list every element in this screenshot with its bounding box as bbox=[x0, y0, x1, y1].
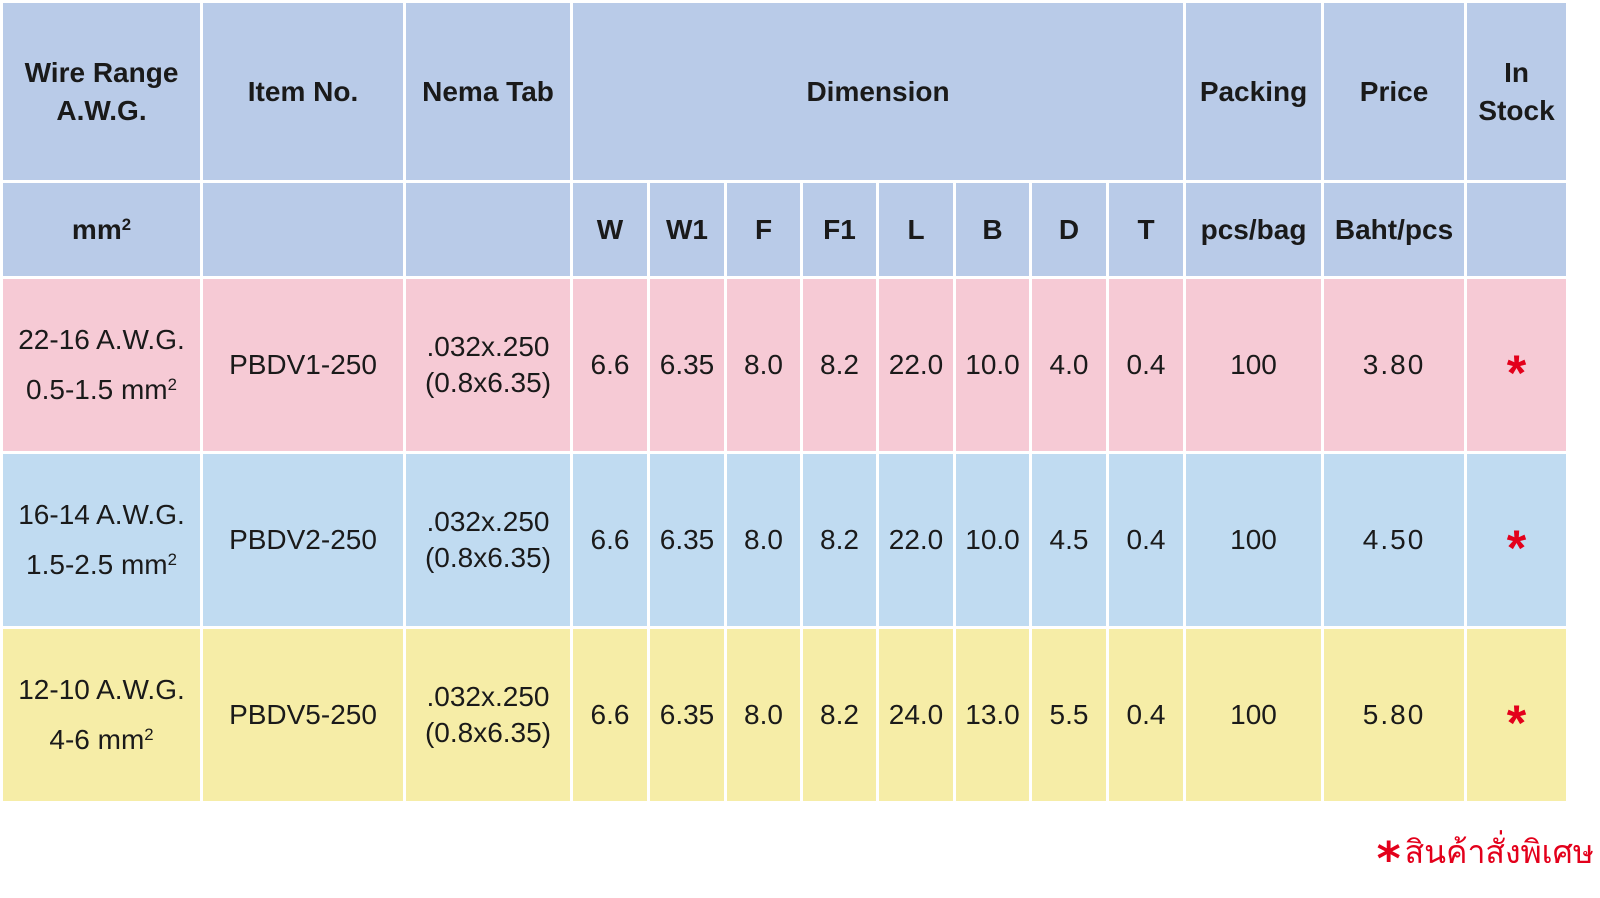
dim-l-cell: 22.0 bbox=[876, 276, 956, 454]
header-dimension: Dimension bbox=[569, 0, 1187, 183]
subheader-packing-unit: pcs/bag bbox=[1183, 180, 1325, 279]
packing-cell: 100 bbox=[1183, 276, 1325, 454]
header-row: Wire Range A.W.G. Item No. Nema Tab Dimen… bbox=[0, 0, 1570, 183]
dim-f-cell: 8.0 bbox=[724, 276, 803, 454]
dim-f-cell: 8.0 bbox=[724, 626, 803, 804]
dim-b-cell: 10.0 bbox=[953, 451, 1032, 629]
subheader-dim-f: F bbox=[724, 180, 803, 279]
dim-d-cell: 4.0 bbox=[1029, 276, 1109, 454]
dim-w-cell: 6.6 bbox=[570, 451, 650, 629]
dim-w1-cell: 6.35 bbox=[647, 276, 727, 454]
item-no-cell: PBDV5-250 bbox=[200, 626, 406, 804]
dim-w1-cell: 6.35 bbox=[647, 626, 727, 804]
dim-t-cell: 0.4 bbox=[1105, 276, 1187, 454]
dim-w-cell: 6.6 bbox=[570, 626, 650, 804]
subheader-price-unit: Baht/pcs bbox=[1321, 180, 1468, 279]
table-row: 12-10 A.W.G. 4-6 mm2 PBDV5-250 .032x.250(… bbox=[0, 626, 1570, 804]
subheader-dim-t: T bbox=[1105, 180, 1187, 279]
subheader-dim-w: W bbox=[570, 180, 650, 279]
price-cell: 3.80 bbox=[1321, 276, 1468, 454]
header-item-no: Item No. bbox=[200, 0, 406, 183]
dim-f1-cell: 8.2 bbox=[800, 276, 879, 454]
dim-b-cell: 13.0 bbox=[953, 626, 1032, 804]
price-cell: 4.50 bbox=[1321, 451, 1468, 629]
asterisk-icon: * bbox=[1376, 832, 1401, 886]
dim-f-cell: 8.0 bbox=[724, 451, 803, 629]
header-nema-tab: Nema Tab bbox=[403, 0, 573, 183]
price-cell: 5.80 bbox=[1321, 626, 1468, 804]
footnote-text: สินค้าสั่งพิเศษ bbox=[1404, 833, 1594, 871]
special-order-asterisk-icon: * bbox=[1506, 345, 1527, 401]
dim-t-cell: 0.4 bbox=[1105, 626, 1187, 804]
packing-cell: 100 bbox=[1183, 626, 1325, 804]
nema-tab-cell: .032x.250 (0.8x6.35) bbox=[403, 276, 573, 454]
dim-t-cell: 0.4 bbox=[1105, 451, 1187, 629]
product-spec-table: Wire Range A.W.G. Item No. Nema Tab Dimen… bbox=[0, 0, 1570, 804]
wire-range-cell: 16-14 A.W.G. 1.5-2.5 mm2 bbox=[0, 451, 203, 629]
table-row: 22-16 A.W.G. 0.5-1.5 mm2 PBDV1-250 .032x.… bbox=[0, 276, 1570, 454]
subheader-dim-l: L bbox=[876, 180, 956, 279]
subheader-empty bbox=[1464, 180, 1570, 279]
special-order-footnote: * สินค้าสั่งพิเศษ bbox=[1377, 820, 1594, 886]
subheader-dim-b: B bbox=[953, 180, 1032, 279]
header-price: Price bbox=[1321, 0, 1468, 183]
header-wire-range: Wire Range A.W.G. bbox=[0, 0, 203, 183]
subheader-dim-w1: W1 bbox=[647, 180, 727, 279]
dim-d-cell: 5.5 bbox=[1029, 626, 1109, 804]
header-in-stock: In Stock bbox=[1464, 0, 1570, 183]
special-order-asterisk-icon: * bbox=[1506, 695, 1527, 751]
dim-d-cell: 4.5 bbox=[1029, 451, 1109, 629]
special-order-asterisk-icon: * bbox=[1506, 520, 1527, 576]
subheader-row: mm2 W W1 F F1 L B D T pcs/bag Baht/pcs bbox=[0, 180, 1570, 279]
subheader-dim-d: D bbox=[1029, 180, 1109, 279]
subheader-empty bbox=[403, 180, 573, 279]
nema-tab-cell: .032x.250 (0.8x6.35) bbox=[403, 626, 573, 804]
subheader-dim-f1: F1 bbox=[800, 180, 879, 279]
dim-l-cell: 22.0 bbox=[876, 451, 956, 629]
in-stock-cell: * bbox=[1464, 276, 1570, 454]
dim-w1-cell: 6.35 bbox=[647, 451, 727, 629]
nema-tab-cell: .032x.250 (0.8x6.35) bbox=[403, 451, 573, 629]
dim-w-cell: 6.6 bbox=[570, 276, 650, 454]
in-stock-cell: * bbox=[1464, 626, 1570, 804]
dim-b-cell: 10.0 bbox=[953, 276, 1032, 454]
subheader-empty bbox=[200, 180, 406, 279]
dim-l-cell: 24.0 bbox=[876, 626, 956, 804]
dim-f1-cell: 8.2 bbox=[800, 626, 879, 804]
subheader-wire-unit: mm2 bbox=[0, 180, 203, 279]
item-no-cell: PBDV2-250 bbox=[200, 451, 406, 629]
item-no-cell: PBDV1-250 bbox=[200, 276, 406, 454]
wire-range-cell: 22-16 A.W.G. 0.5-1.5 mm2 bbox=[0, 276, 203, 454]
packing-cell: 100 bbox=[1183, 451, 1325, 629]
dim-f1-cell: 8.2 bbox=[800, 451, 879, 629]
table-row: 16-14 A.W.G. 1.5-2.5 mm2 PBDV2-250 .032x.… bbox=[0, 451, 1570, 629]
wire-range-cell: 12-10 A.W.G. 4-6 mm2 bbox=[0, 626, 203, 804]
header-packing: Packing bbox=[1183, 0, 1325, 183]
in-stock-cell: * bbox=[1464, 451, 1570, 629]
